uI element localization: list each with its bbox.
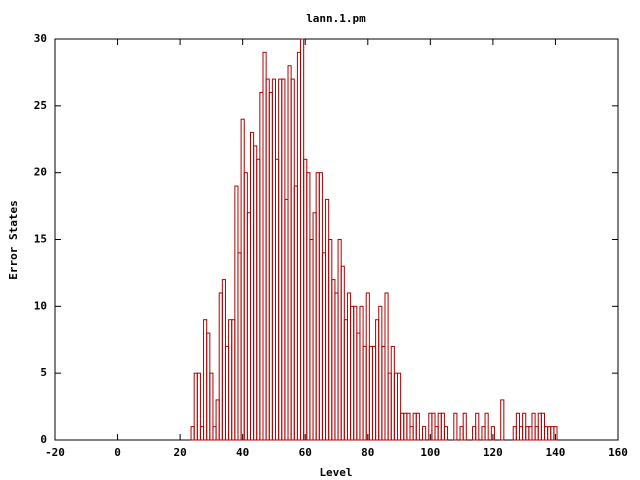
y-tick-label: 15 bbox=[34, 233, 47, 246]
bar bbox=[475, 412, 480, 441]
x-tick-label: 140 bbox=[546, 446, 566, 459]
bar bbox=[209, 372, 214, 441]
bar bbox=[396, 372, 402, 441]
x-tick-label: -20 bbox=[45, 446, 65, 459]
bar bbox=[415, 412, 420, 441]
x-tick-label: 40 bbox=[236, 446, 249, 459]
bar bbox=[384, 292, 389, 441]
bar bbox=[500, 399, 505, 441]
x-tick-label: 20 bbox=[173, 446, 186, 459]
bar bbox=[553, 426, 558, 441]
bar bbox=[422, 426, 427, 441]
y-tick-label: 5 bbox=[40, 366, 47, 379]
y-tick-label: 25 bbox=[34, 99, 47, 112]
x-tick-label: 60 bbox=[299, 446, 312, 459]
x-tick-label: 120 bbox=[483, 446, 503, 459]
chart-title: lann.1.pm bbox=[306, 12, 366, 25]
bar bbox=[453, 412, 458, 441]
y-tick-label: 0 bbox=[40, 433, 47, 446]
bar bbox=[443, 426, 449, 441]
x-tick-label: 100 bbox=[420, 446, 440, 459]
y-tick-label: 30 bbox=[34, 32, 47, 45]
bar bbox=[462, 412, 467, 441]
y-tick-label: 20 bbox=[34, 166, 47, 179]
x-tick-label: 0 bbox=[114, 446, 121, 459]
bar bbox=[196, 372, 201, 441]
x-tick-label: 160 bbox=[608, 446, 628, 459]
bar bbox=[484, 412, 489, 441]
plot-frame bbox=[54, 38, 619, 441]
bar bbox=[490, 426, 495, 441]
x-tick-label: 80 bbox=[361, 446, 374, 459]
x-axis-label: Level bbox=[319, 466, 352, 479]
y-axis-label: Error States bbox=[7, 200, 20, 279]
y-tick-label: 10 bbox=[34, 299, 47, 312]
